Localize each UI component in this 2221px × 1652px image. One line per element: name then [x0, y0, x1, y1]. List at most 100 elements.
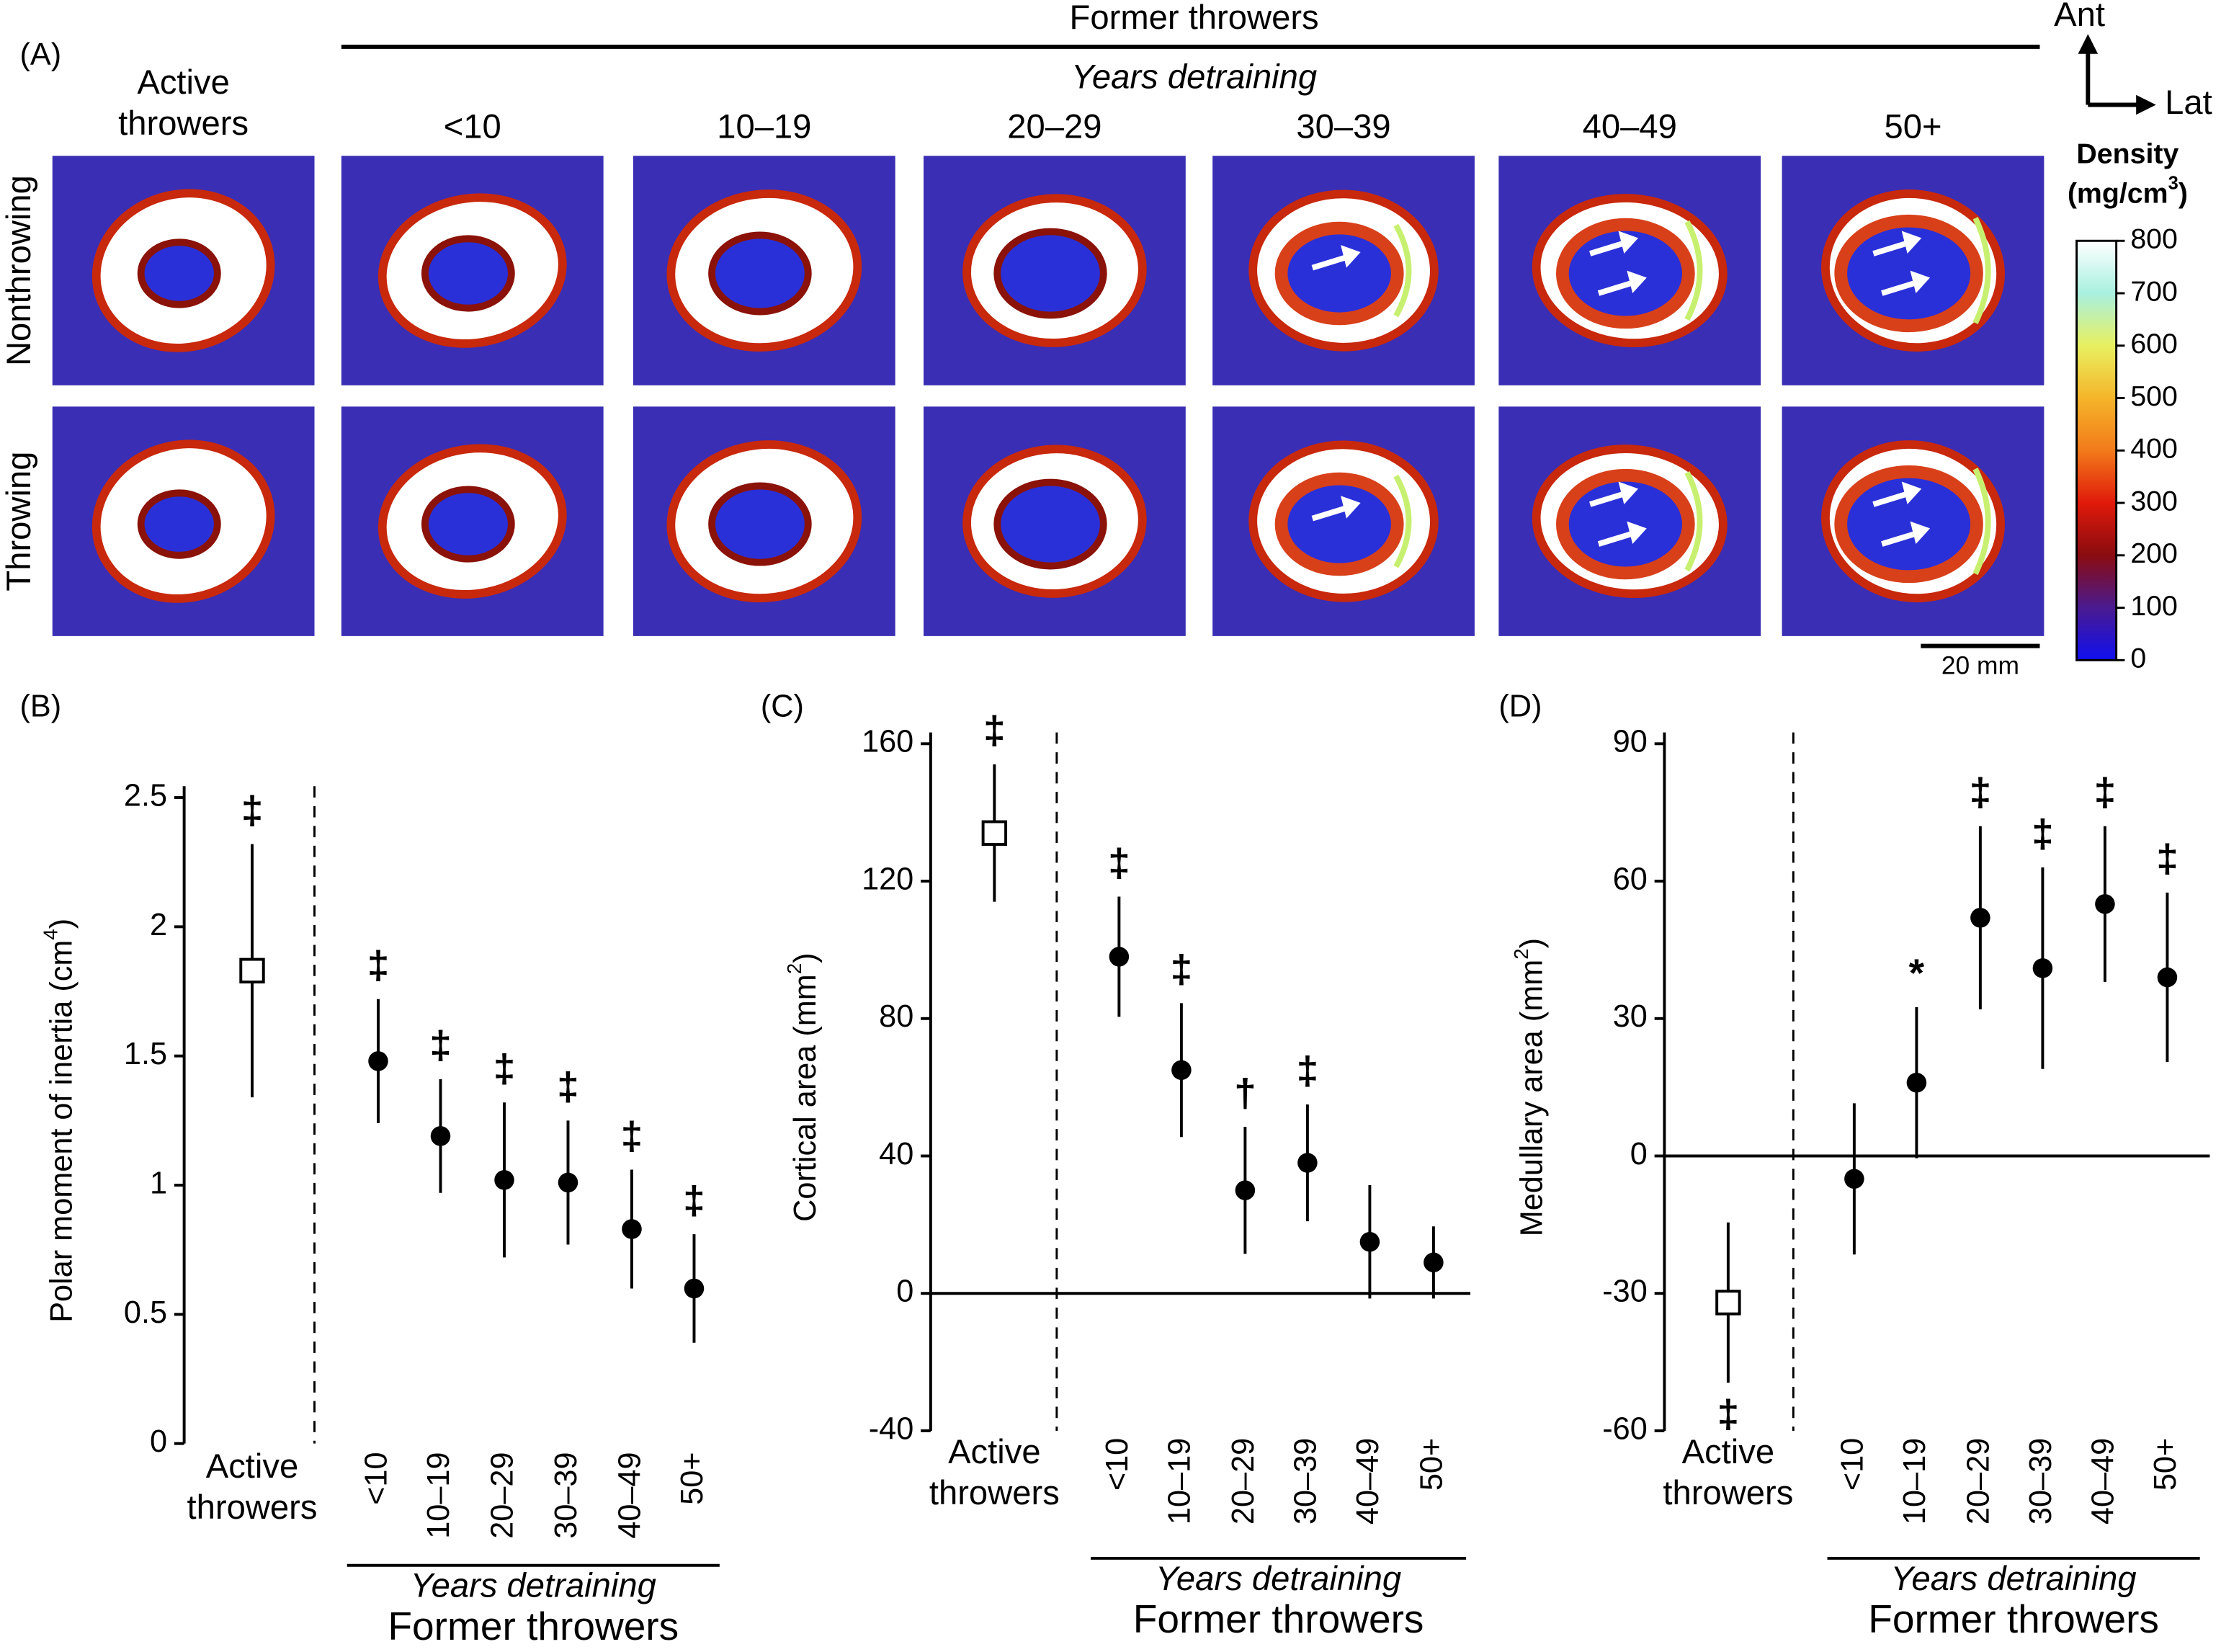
bone-medulla	[1555, 468, 1695, 580]
x-tick-label: <10	[1835, 1438, 1869, 1491]
x-tick-label: 50+	[675, 1452, 710, 1504]
orientation-up: Ant	[2054, 0, 2105, 34]
colorbar-tick-label: 200	[2130, 537, 2178, 569]
arrow	[1597, 530, 1637, 547]
colorbar-unit: (mg/cm3)	[2068, 173, 2188, 209]
orientation-axes	[2086, 50, 2142, 107]
scan-image	[52, 156, 315, 385]
y-axis-label-part: Cortical area (mm	[788, 974, 823, 1222]
column-header: 20–29	[1007, 107, 1101, 146]
arrow	[1881, 279, 1920, 296]
marker	[430, 1126, 451, 1146]
bone-medulla	[137, 489, 221, 559]
marker	[684, 1278, 705, 1299]
y-axis-label-part: )	[1515, 938, 1550, 948]
arrow	[1872, 490, 1911, 507]
x-tick-label: 10–19	[421, 1452, 456, 1538]
arrow	[1589, 239, 1628, 256]
y-tick-label: 30	[1613, 999, 1648, 1034]
row-label: Throwing	[0, 452, 38, 591]
scan-image	[1498, 406, 1761, 636]
bone-medulla	[708, 482, 812, 566]
x-tick-label: 40–49	[2086, 1438, 2120, 1524]
marker	[368, 1051, 388, 1071]
x-tick-label: Active throwers	[1663, 1433, 1794, 1514]
x-tick-label: <10	[1100, 1438, 1135, 1491]
scan-image	[633, 406, 895, 636]
significance: ‡	[2032, 811, 2054, 855]
y-tick-label: -60	[1602, 1411, 1648, 1446]
scan-image	[1212, 156, 1475, 385]
marker	[622, 1219, 642, 1239]
y-tick-label: 80	[879, 999, 913, 1034]
x-tick-label: Active throwers	[929, 1433, 1060, 1514]
marker	[494, 1170, 514, 1190]
significance: ‡	[983, 707, 1006, 752]
group-subtitle: Years detraining	[411, 1567, 656, 1605]
x-tick-label: 50+	[1414, 1438, 1449, 1491]
y-tick-label: 0	[150, 1424, 167, 1459]
marker	[1235, 1180, 1256, 1200]
marker	[1715, 1290, 1741, 1316]
arrow-head	[1341, 245, 1361, 268]
significance: †	[1234, 1070, 1256, 1115]
y-axis-label-part: )	[45, 919, 79, 929]
bone-medulla	[993, 478, 1107, 570]
arrow	[1311, 504, 1351, 522]
significance: ‡	[1970, 769, 1992, 814]
marker	[1297, 1153, 1318, 1173]
column-header: Active throwers	[118, 63, 249, 143]
y-axis-label-part: Medullary area (mm	[1515, 960, 1550, 1237]
significance: ‡	[493, 1046, 516, 1091]
colorbar-tick-label: 800	[2130, 223, 2178, 255]
colorbar-tick-label: 100	[2130, 590, 2178, 622]
significance: ‡	[683, 1177, 705, 1222]
x-tick-label: 10–19	[1898, 1438, 1932, 1524]
y-tick-label: 1.5	[124, 1037, 167, 1071]
scan-image	[341, 406, 604, 636]
bone-medulla	[421, 235, 515, 312]
y-tick-label: 1	[150, 1166, 167, 1200]
group-subtitle: Years detraining	[1071, 58, 1317, 97]
y-axis-label-part: 2	[783, 963, 805, 974]
x-tick-label: 30–39	[1288, 1438, 1323, 1524]
scan-image	[341, 156, 604, 385]
marker	[1844, 1169, 1864, 1189]
significance: ‡	[367, 942, 390, 987]
x-tick-label: 40–49	[612, 1452, 647, 1538]
arrow	[1589, 490, 1628, 507]
colorbar-unit-part: 3	[2168, 173, 2178, 193]
x-tick-label: 40–49	[1351, 1438, 1385, 1524]
colorbar-title: Density	[2076, 138, 2178, 170]
column-header: <10	[444, 107, 501, 146]
arrow-head	[1618, 481, 1639, 505]
group-title: Former throwers	[1070, 0, 1319, 37]
trabecular-rim	[1684, 220, 1703, 321]
arrow	[1881, 530, 1920, 547]
significance: *	[1909, 950, 1925, 995]
column-header: 10–19	[717, 107, 811, 146]
marker	[2157, 967, 2178, 988]
bone-medulla	[1274, 472, 1404, 576]
x-tick-label: 50+	[2148, 1438, 2183, 1491]
y-axis-label: Medullary area (mm2)	[1510, 938, 1550, 1236]
y-tick-label: 60	[1613, 862, 1648, 896]
significance: ‡	[241, 787, 264, 832]
x-tick-label: 20–29	[485, 1452, 519, 1538]
colorbar-tick-label: 300	[2130, 485, 2178, 517]
scan-image	[1782, 156, 2045, 385]
scan-image	[1212, 406, 1475, 636]
panel-label: (A)	[20, 37, 62, 72]
x-tick-label: <10	[359, 1452, 393, 1504]
arrow-head	[1627, 521, 1647, 545]
arrow-head	[1901, 231, 1922, 254]
marker	[1906, 1073, 1927, 1093]
marker	[1171, 1060, 1192, 1081]
marker	[981, 820, 1008, 846]
x-tick-label: 20–29	[1961, 1438, 1996, 1524]
trabecular-rim	[1393, 223, 1412, 318]
y-axis-label: Polar moment of inertia (cm4)	[40, 919, 79, 1323]
y-axis-label-part: 4	[40, 929, 62, 939]
